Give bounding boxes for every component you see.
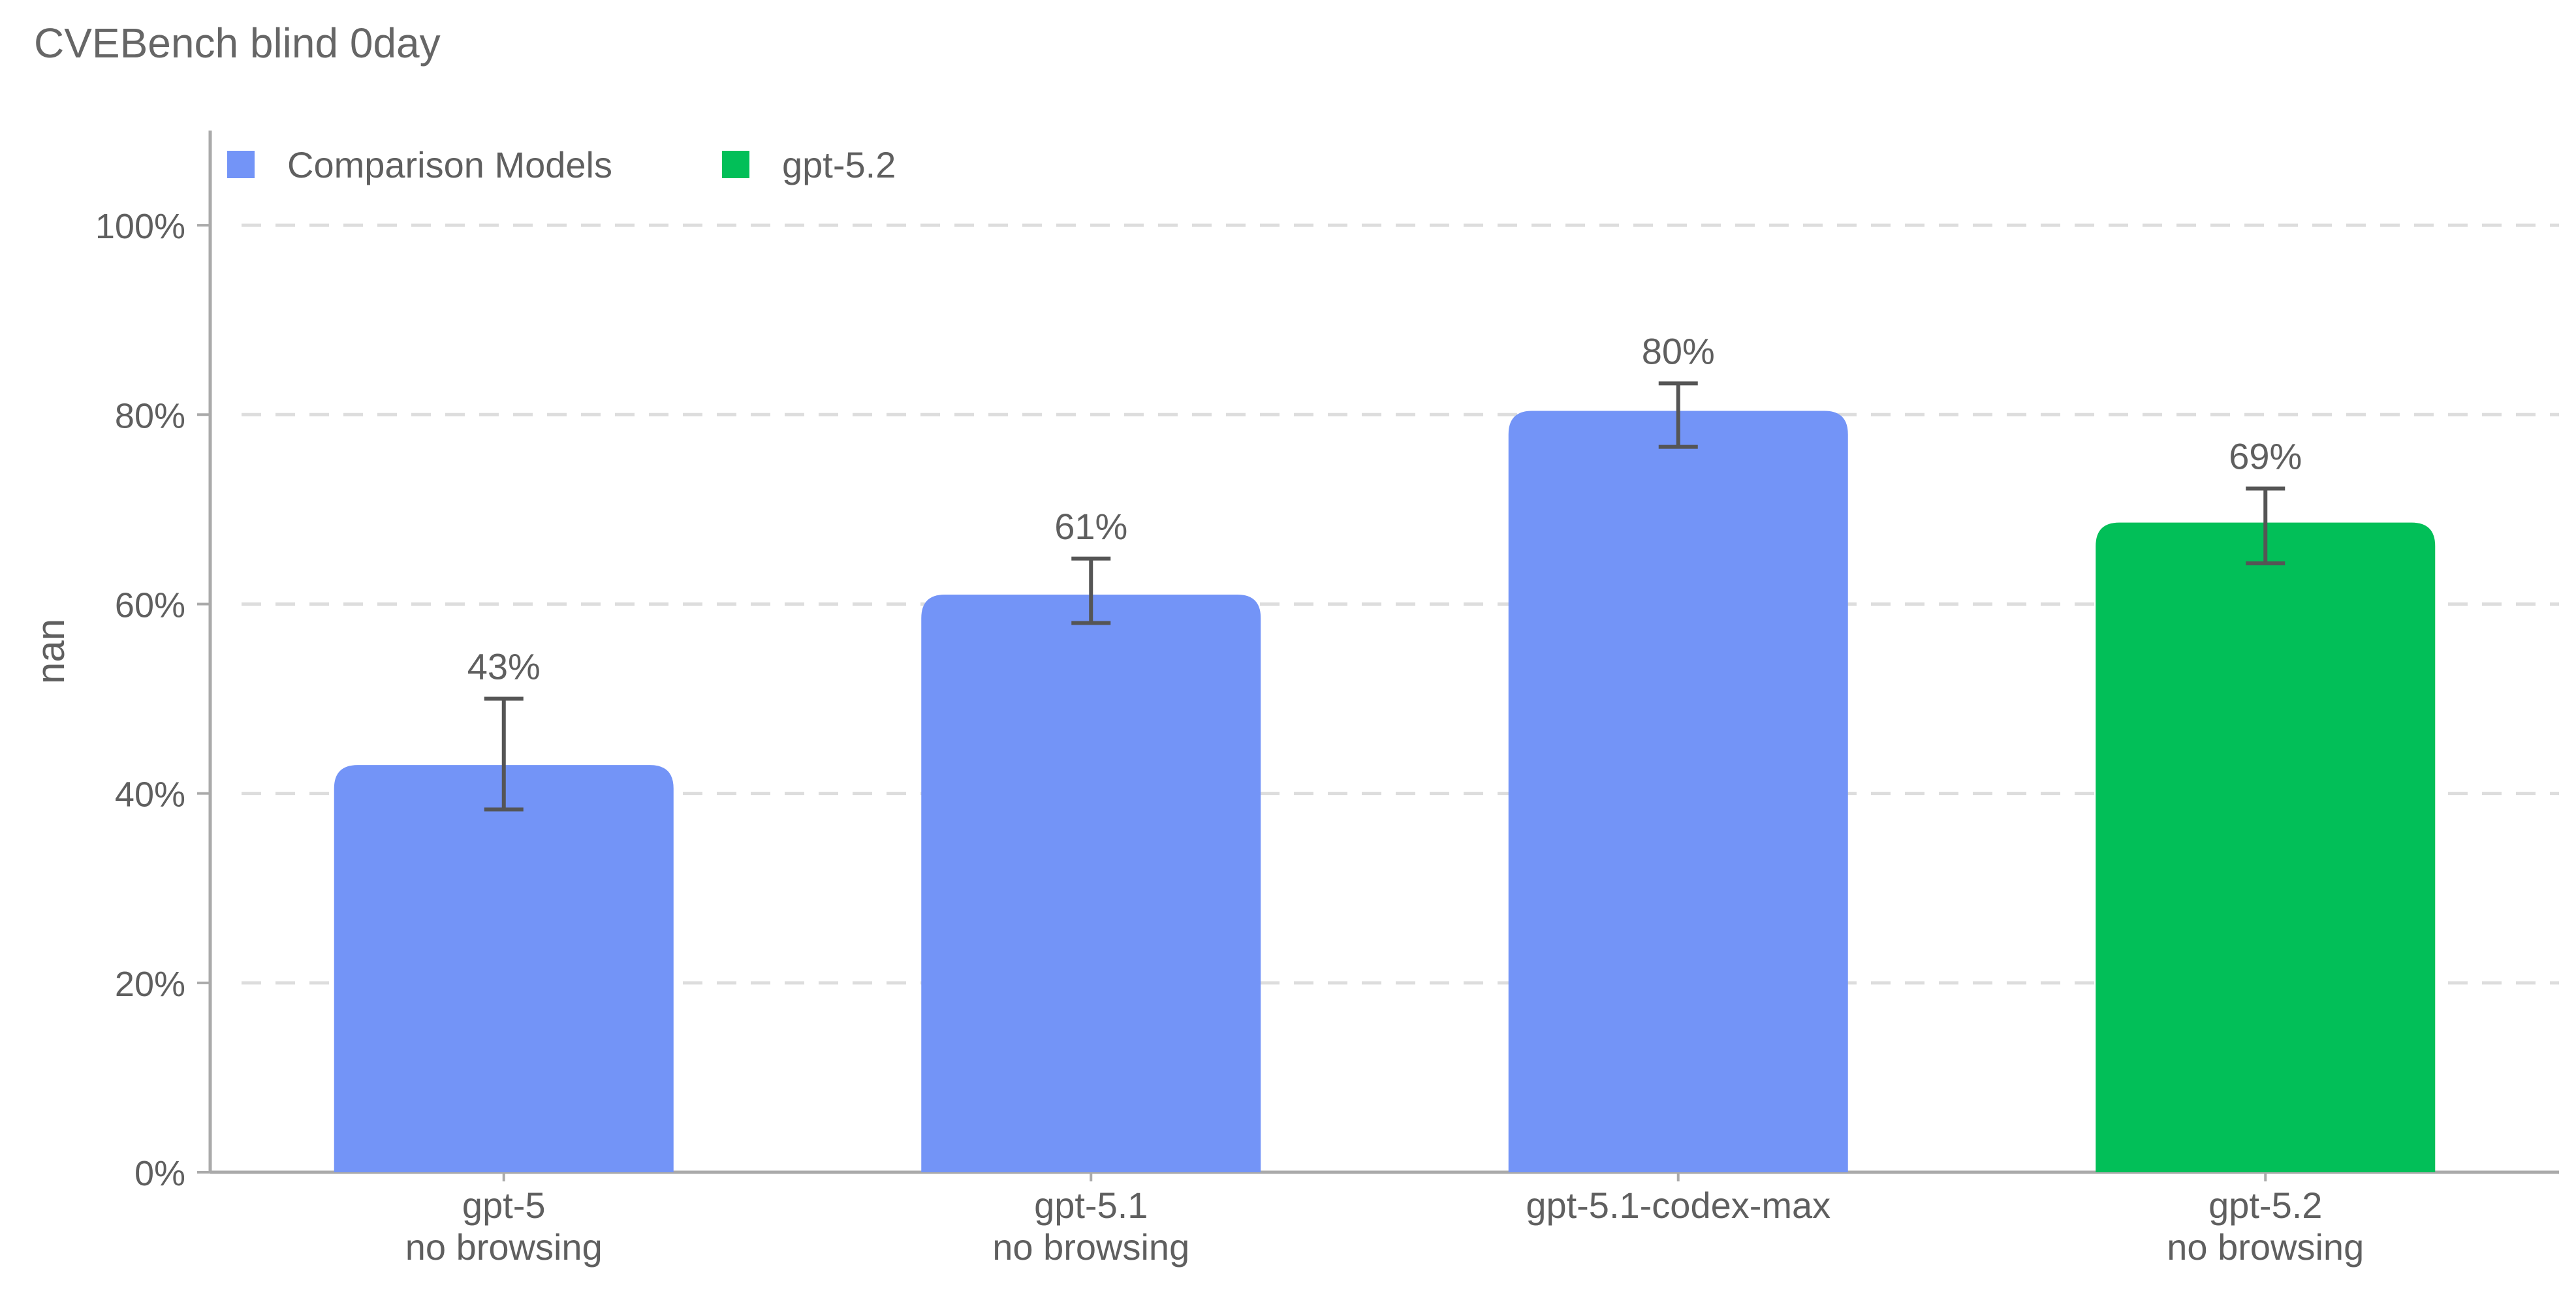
y-tick-label: 40% — [115, 775, 185, 815]
data-label: 43% — [467, 646, 541, 687]
y-tick-label: 0% — [134, 1154, 185, 1193]
bar — [1508, 411, 1848, 1172]
chart-title: CVEBench blind 0day — [34, 20, 441, 67]
data-label: 80% — [1642, 330, 1715, 371]
x-tick-label: gpt-5 — [462, 1185, 546, 1226]
bar — [2096, 522, 2436, 1172]
y-tick-label: 20% — [115, 965, 185, 1004]
y-axis-label: nan — [29, 619, 72, 684]
x-tick-label: no browsing — [992, 1226, 1189, 1268]
x-tick-label: gpt-5.1 — [1034, 1185, 1148, 1226]
bar — [334, 765, 674, 1172]
legend-label: gpt-5.2 — [782, 144, 896, 185]
bar — [921, 594, 1261, 1172]
y-tick-label: 100% — [95, 207, 185, 246]
legend-swatch — [722, 151, 749, 178]
x-tick-label: gpt-5.1-codex-max — [1526, 1185, 1830, 1226]
x-tick-label: no browsing — [2167, 1226, 2364, 1268]
y-tick-label: 60% — [115, 585, 185, 625]
y-tick-label: 80% — [115, 396, 185, 435]
legend-label: Comparison Models — [287, 144, 612, 185]
data-label: 69% — [2229, 435, 2302, 476]
data-label: 61% — [1054, 506, 1127, 547]
x-tick-label: gpt-5.2 — [2208, 1185, 2322, 1226]
x-tick-label: no browsing — [405, 1226, 603, 1268]
legend-swatch — [227, 151, 255, 178]
